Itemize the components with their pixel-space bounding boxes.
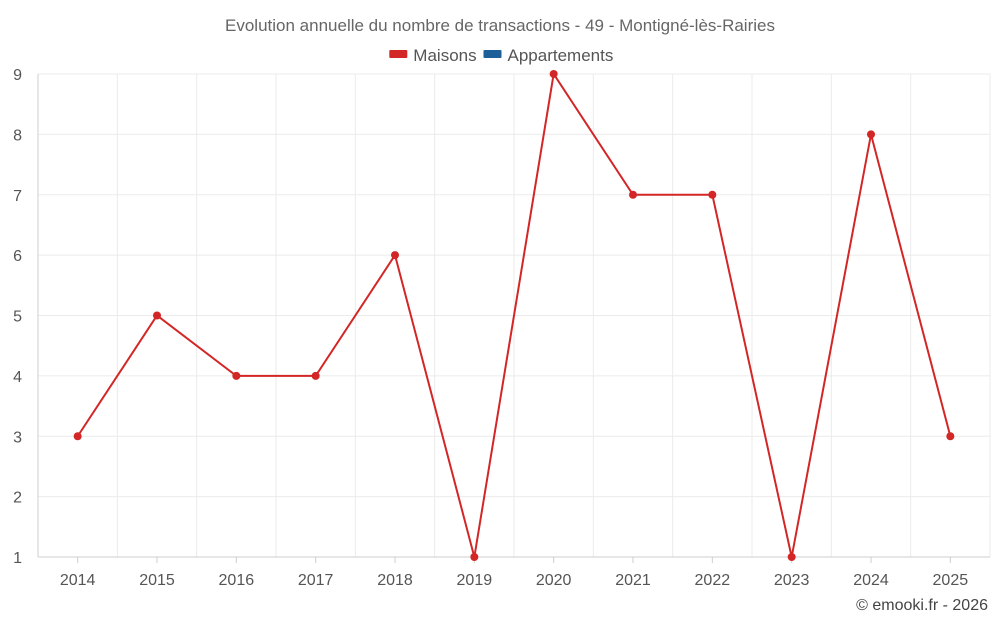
y-tick-label: 5: [13, 309, 22, 326]
data-point[interactable]: [708, 190, 717, 199]
x-tick-label: 2016: [219, 572, 255, 589]
y-axis: 1 2 3 4 5 6 7 8 9: [13, 67, 22, 567]
credit-label: © emooki.fr - 2026: [856, 597, 988, 614]
x-tick-label: 2018: [377, 572, 413, 589]
y-tick-label: 1: [13, 550, 22, 567]
y-tick-label: 4: [13, 369, 22, 386]
x-tick-label: 2021: [615, 572, 651, 589]
legend-item-appartements[interactable]: Appartements: [483, 46, 614, 65]
data-point[interactable]: [549, 70, 558, 78]
x-tick-label: 2020: [536, 572, 572, 589]
x-tick-label: 2025: [933, 572, 969, 589]
data-point[interactable]: [867, 130, 875, 139]
data-point[interactable]: [946, 432, 955, 441]
x-tick-label: 2015: [139, 572, 175, 589]
y-tick-label: 7: [13, 188, 22, 205]
data-point[interactable]: [232, 371, 241, 380]
data-point[interactable]: [470, 553, 479, 561]
legend-swatch: [483, 50, 502, 58]
x-tick-label: 2023: [774, 572, 810, 589]
x-axis: 2014 2015 2016 2017 2018 2019 2020 2021 2022 2023…: [60, 557, 968, 589]
y-tick-label: 8: [13, 127, 22, 144]
series-line-maisons: [76, 71, 952, 558]
x-tick-label: 2022: [695, 572, 731, 589]
data-point[interactable]: [73, 432, 82, 441]
data-point[interactable]: [311, 371, 320, 380]
y-tick-label: 9: [13, 67, 22, 84]
x-tick-label: 2017: [298, 572, 334, 589]
data-point[interactable]: [391, 251, 399, 260]
legend[interactable]: Maisons Appartements: [389, 46, 613, 65]
y-tick-label: 2: [13, 490, 22, 507]
x-tick-label: 2019: [457, 572, 493, 589]
chart-title: Evolution annuelle du nombre de transact…: [225, 16, 775, 35]
x-tick-label: 2014: [60, 572, 96, 589]
y-tick-label: 6: [13, 248, 22, 265]
data-point[interactable]: [787, 553, 796, 561]
legend-item-maisons[interactable]: Maisons: [389, 46, 477, 65]
legend-label: Appartements: [508, 46, 614, 65]
x-tick-label: 2024: [853, 572, 889, 589]
data-point[interactable]: [153, 311, 161, 320]
legend-swatch: [389, 50, 408, 58]
series-layer: [73, 70, 955, 561]
data-point[interactable]: [629, 190, 637, 199]
y-tick-label: 3: [13, 429, 22, 446]
legend-label: Maisons: [413, 46, 476, 65]
